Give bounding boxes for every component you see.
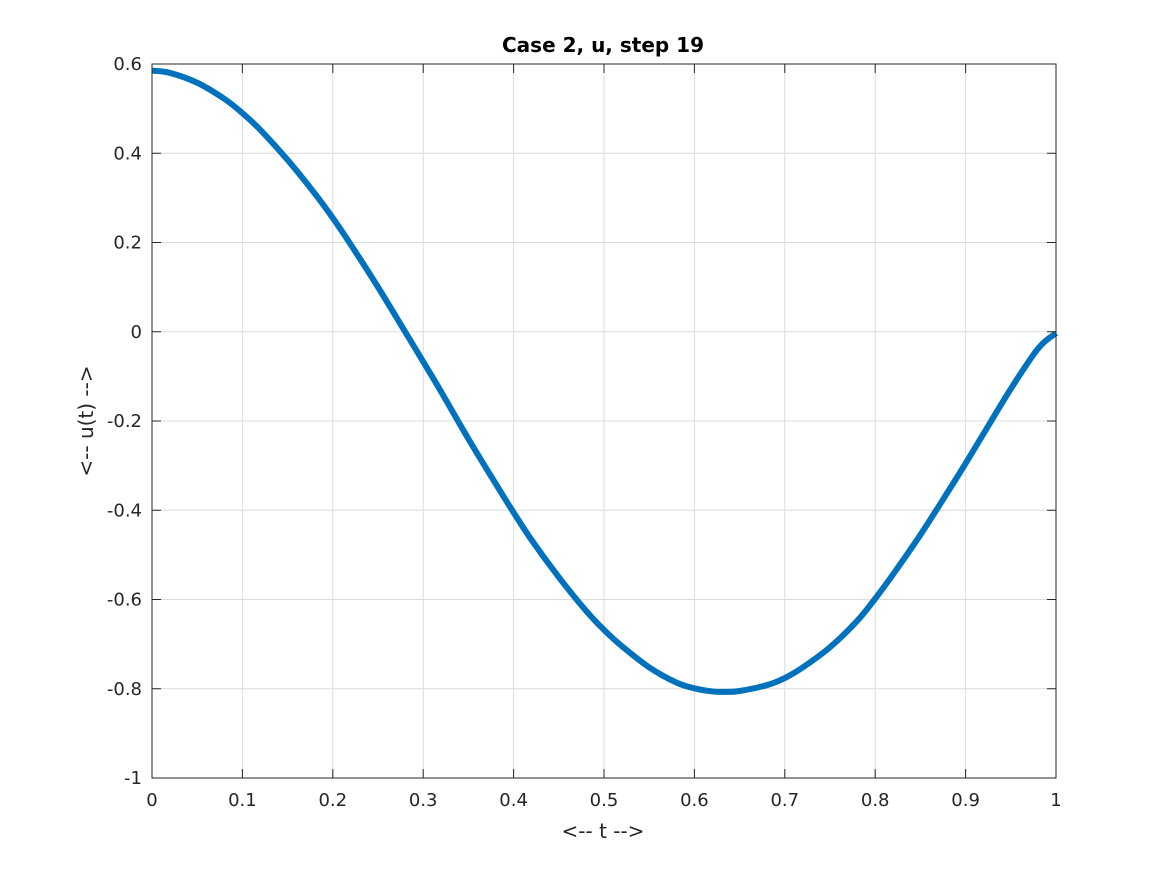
x-tick-label: 1 (1050, 790, 1061, 811)
y-tick-label: -0.4 (107, 500, 142, 521)
y-tick-label: 0.2 (113, 233, 142, 254)
y-axis-label: <-- u(t) --> (74, 365, 98, 476)
ticks: 0 0.1 0.2 0.3 0.4 0.5 0.6 0.7 0.8 0.9 1 -1 -0.8 -0.6 -… (107, 54, 1062, 811)
x-tick-label: 0 (146, 790, 157, 811)
series-layer (151, 67, 1058, 695)
x-tick-label: 0.2 (318, 790, 347, 811)
x-tick-label: 0.8 (861, 790, 890, 811)
y-tick-label: -0.8 (107, 679, 142, 700)
x-axis-label: <-- t --> (562, 819, 645, 843)
x-tick-label: 0.7 (770, 790, 799, 811)
y-tick-label: -1 (124, 768, 142, 789)
x-tick-label: 0.9 (951, 790, 980, 811)
x-tick-label: 0.6 (680, 790, 709, 811)
y-tick-label: 0.6 (113, 54, 142, 75)
y-tick-label: -0.2 (107, 411, 142, 432)
x-tick-label: 0.4 (499, 790, 528, 811)
x-tick-label: 0.1 (228, 790, 257, 811)
series-line (151, 67, 1058, 695)
y-tick-label: -0.6 (107, 590, 142, 611)
x-tick-label: 0.5 (590, 790, 619, 811)
x-tick-label: 0.3 (409, 790, 438, 811)
chart-title: Case 2, u, step 19 (502, 33, 704, 57)
y-tick-label: 0 (131, 322, 142, 343)
y-tick-label: 0.4 (113, 143, 142, 164)
